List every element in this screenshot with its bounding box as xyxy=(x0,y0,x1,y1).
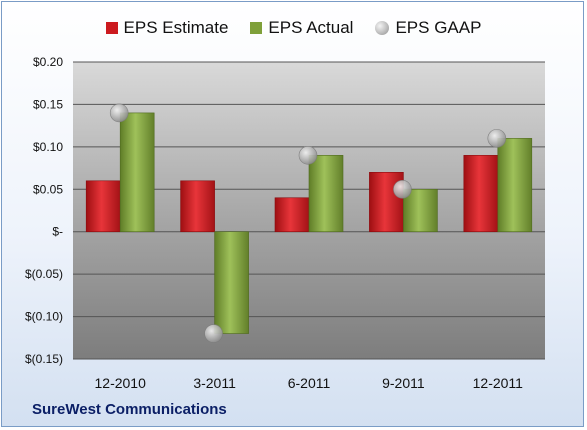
y-tick-label: $(0.15) xyxy=(25,352,63,366)
y-tick-label: $0.05 xyxy=(33,182,63,196)
y-tick-label: $(0.10) xyxy=(25,310,63,324)
x-tick-label: 6-2011 xyxy=(288,375,331,391)
y-tick-label: $0.20 xyxy=(33,55,63,69)
point-eps-gaap xyxy=(109,103,129,123)
x-tick-label: 12-2011 xyxy=(473,375,524,391)
bar-eps-estimate xyxy=(463,155,499,233)
company-name: SureWest Communications xyxy=(32,401,227,418)
legend-swatch-actual xyxy=(250,22,263,34)
bar-eps-estimate xyxy=(180,180,215,233)
bar-eps-actual xyxy=(214,231,249,334)
chart-legend: EPS Estimate EPS Actual EPS GAAP xyxy=(0,16,587,40)
legend-item-actual: EPS Actual xyxy=(250,18,353,38)
bar-eps-actual xyxy=(403,188,438,233)
y-tick-label: $(0.05) xyxy=(25,267,63,281)
x-tick-label: 12-2010 xyxy=(95,375,147,391)
y-tick-label: $- xyxy=(52,225,63,239)
legend-label-gaap: EPS GAAP xyxy=(395,18,482,37)
bar-eps-actual xyxy=(119,112,155,233)
point-eps-gaap xyxy=(487,129,507,148)
point-eps-gaap xyxy=(393,179,412,199)
legend-swatch-estimate xyxy=(105,22,118,34)
legend-item-gaap: EPS GAAP xyxy=(375,18,481,38)
point-eps-gaap xyxy=(298,146,318,165)
legend-swatch-gaap xyxy=(375,21,390,35)
bar-eps-estimate xyxy=(274,197,310,233)
bar-eps-actual xyxy=(308,155,344,233)
point-eps-gaap xyxy=(204,324,223,343)
x-tick-label: 3-2011 xyxy=(193,375,236,391)
legend-item-estimate: EPS Estimate xyxy=(105,18,229,38)
y-tick-label: $0.15 xyxy=(33,97,63,111)
bar-eps-estimate xyxy=(85,180,121,233)
x-tick-label: 9-2011 xyxy=(382,375,425,391)
bar-eps-actual xyxy=(497,138,533,233)
legend-label-actual: EPS Actual xyxy=(268,18,354,37)
y-tick-label: $0.10 xyxy=(33,140,63,154)
legend-label-estimate: EPS Estimate xyxy=(123,18,229,37)
